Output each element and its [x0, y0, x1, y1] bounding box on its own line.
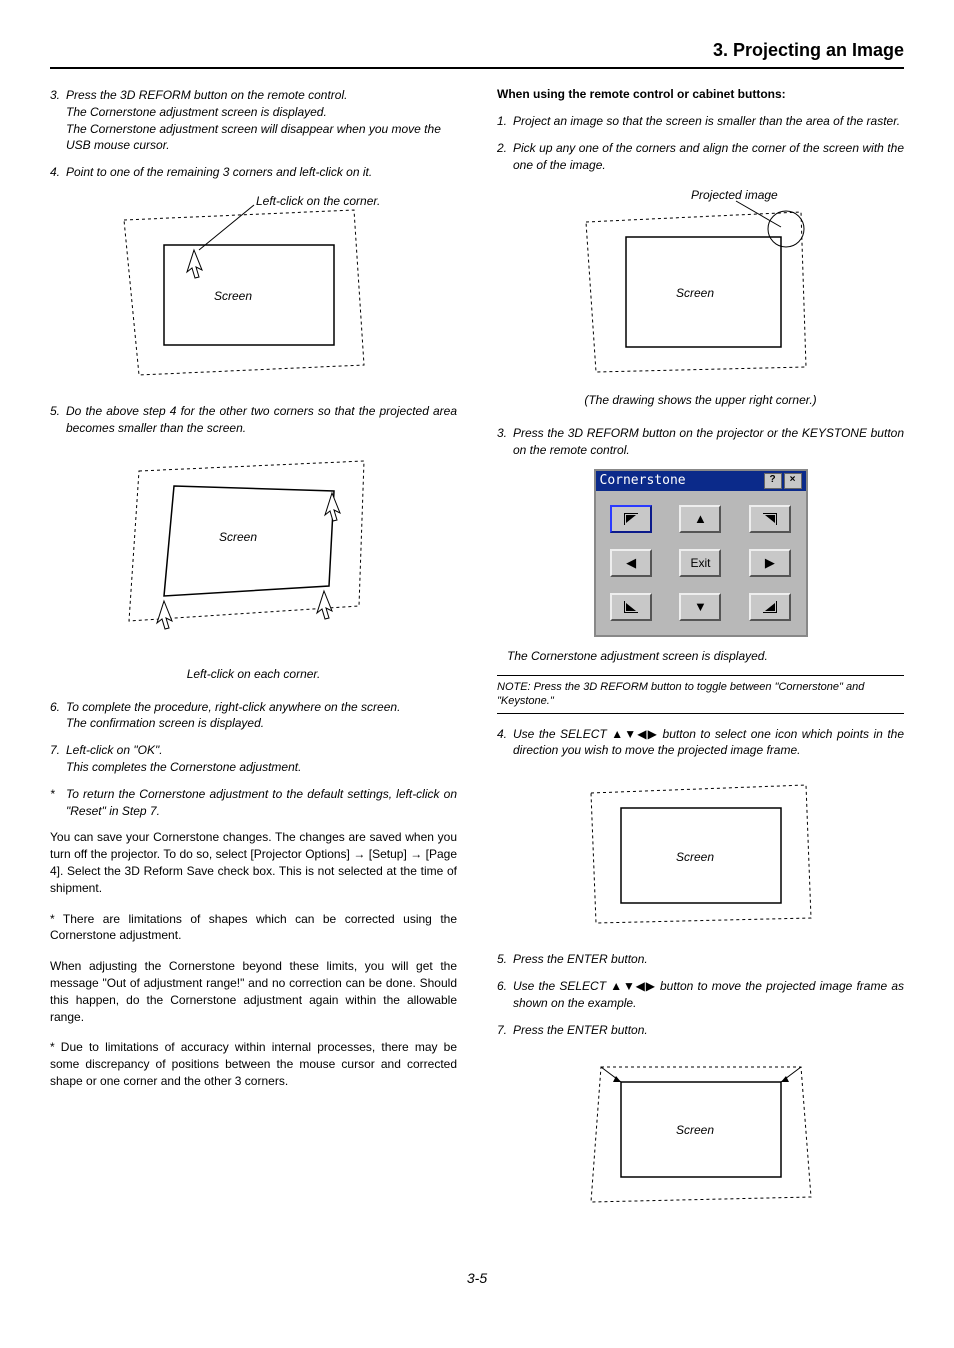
page-header: 3. Projecting an Image: [50, 40, 904, 69]
fig2-caption: Left-click on each corner.: [50, 667, 457, 681]
exit-button[interactable]: Exit: [679, 549, 721, 577]
step-4: 4. Point to one of the remaining 3 corne…: [50, 164, 457, 181]
step-7-note: * To return the Cornerstone adjustment t…: [50, 786, 457, 820]
step-6: 6. To complete the procedure, right-clic…: [50, 699, 457, 733]
select-arrows-icon-2: ▲▼◀▶: [610, 979, 656, 993]
step-3-line-a: Press the 3D REFORM button on the remote…: [66, 87, 457, 104]
page-number: 3-5: [50, 1270, 904, 1286]
left-column: 3. Press the 3D REFORM button on the rem…: [50, 87, 457, 1230]
paragraph-save: You can save your Cornerstone changes. T…: [50, 829, 457, 896]
step-6-line-a: To complete the procedure, right-click a…: [66, 699, 457, 716]
step-7-line-a: Left-click on "OK".: [66, 742, 457, 759]
note-3d-reform: NOTE: Press the 3D REFORM button to togg…: [497, 675, 904, 714]
fig1-screen-label: Screen: [214, 289, 252, 303]
figure-right-1: Projected image Screen (The drawing show…: [497, 187, 904, 407]
diagram-frame-before: Screen: [576, 773, 826, 933]
figure-right-4: Screen: [497, 1052, 904, 1212]
rfig1-caption: (The drawing shows the upper right corne…: [497, 393, 904, 407]
help-icon[interactable]: ?: [764, 473, 782, 489]
r-step-1: 1. Project an image so that the screen i…: [497, 113, 904, 130]
diagram-screen-all-corners: Screen: [104, 451, 404, 661]
cornerstone-dialog: Cornerstone ? × ▲ ◀ Exit ▶ ▼: [594, 469, 808, 637]
dialog-titlebar: Cornerstone ? ×: [596, 471, 806, 491]
rfig1-screen-label: Screen: [676, 286, 714, 300]
step-3: 3. Press the 3D REFORM button on the rem…: [50, 87, 457, 154]
paragraph-accuracy: * Due to limitations of accuracy within …: [50, 1039, 457, 1089]
rfig1-callout: Projected image: [691, 188, 778, 202]
r-step-5: 5. Press the ENTER button.: [497, 951, 904, 968]
fig2-screen-label: Screen: [219, 530, 257, 544]
edge-top-button[interactable]: ▲: [679, 505, 721, 533]
step-6-line-b: The confirmation screen is displayed.: [66, 715, 457, 732]
select-arrows-icon: ▲▼◀▶: [611, 727, 658, 741]
r-step-3: 3. Press the 3D REFORM button on the pro…: [497, 425, 904, 459]
figure-right-3: Screen: [497, 773, 904, 933]
step-5: 5. Do the above step 4 for the other two…: [50, 403, 457, 437]
corner-top-right-button[interactable]: [749, 505, 791, 533]
step-3-line-b: The Cornerstone adjustment screen is dis…: [66, 104, 457, 121]
edge-left-button[interactable]: ◀: [610, 549, 652, 577]
dialog-button-grid: ▲ ◀ Exit ▶ ▼: [596, 491, 806, 635]
step-3-line-c: The Cornerstone adjustment screen will d…: [66, 121, 457, 155]
paragraph-limit-2: When adjusting the Cornerstone beyond th…: [50, 958, 457, 1025]
r-step-7: 7. Press the ENTER button.: [497, 1022, 904, 1039]
chapter-title: 3. Projecting an Image: [713, 40, 904, 60]
figure-left-1: Left-click on the corner. Screen: [50, 195, 457, 385]
edge-bottom-button[interactable]: ▼: [679, 593, 721, 621]
step-7: 7. Left-click on "OK". This completes th…: [50, 742, 457, 776]
corner-top-left-button[interactable]: [610, 505, 652, 533]
corner-bottom-right-button[interactable]: [749, 593, 791, 621]
dialog-title: Cornerstone: [600, 473, 762, 488]
cornerstone-caption: The Cornerstone adjustment screen is dis…: [507, 649, 904, 663]
step-7-line-b: This completes the Cornerstone adjustmen…: [66, 759, 457, 776]
paragraph-limit-1: * There are limitations of shapes which …: [50, 911, 457, 945]
r-step-6: 6. Use the SELECT ▲▼◀▶ button to move th…: [497, 978, 904, 1012]
right-column: When using the remote control or cabinet…: [497, 87, 904, 1230]
close-icon[interactable]: ×: [784, 473, 802, 489]
r-step-2: 2. Pick up any one of the corners and al…: [497, 140, 904, 174]
r-step-4: 4. Use the SELECT ▲▼◀▶ button to select …: [497, 726, 904, 760]
right-subhead: When using the remote control or cabinet…: [497, 87, 904, 101]
corner-bottom-left-button[interactable]: [610, 593, 652, 621]
figure-left-2: Screen Left-click on each corner.: [50, 451, 457, 681]
fig1-callout: Left-click on the corner.: [256, 195, 380, 208]
edge-right-button[interactable]: ▶: [749, 549, 791, 577]
rfig3-screen-label: Screen: [676, 850, 714, 864]
diagram-frame-after: Screen: [576, 1052, 826, 1212]
diagram-screen-corner: Left-click on the corner. Screen: [104, 195, 404, 385]
diagram-projected-image: Projected image Screen: [561, 187, 841, 387]
rfig4-screen-label: Screen: [676, 1123, 714, 1137]
content-columns: 3. Press the 3D REFORM button on the rem…: [50, 87, 904, 1230]
